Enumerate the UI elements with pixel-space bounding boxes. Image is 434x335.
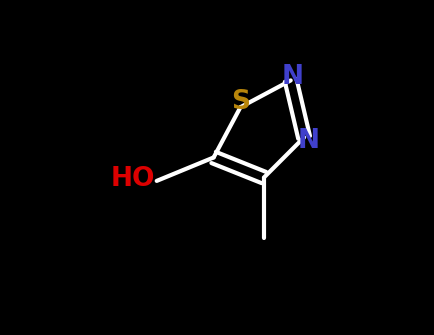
Text: N: N: [298, 128, 320, 154]
Text: S: S: [231, 89, 250, 115]
Text: N: N: [281, 64, 303, 90]
Text: HO: HO: [111, 166, 155, 192]
